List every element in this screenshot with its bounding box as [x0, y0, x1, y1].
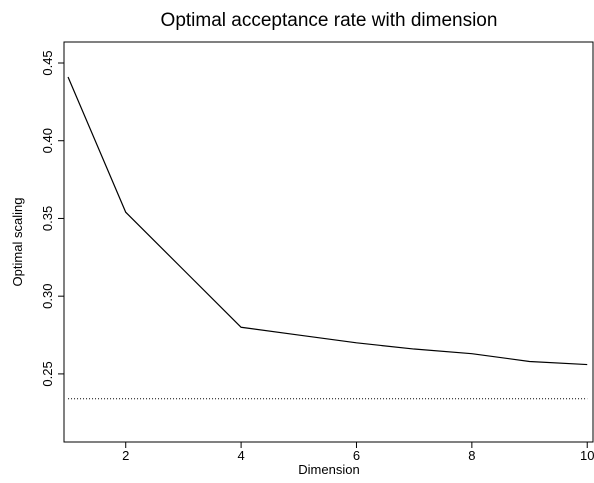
x-tick-label: 2: [122, 448, 129, 463]
chart-title: Optimal acceptance rate with dimension: [161, 10, 498, 31]
y-tick-label: 0.35: [40, 206, 55, 231]
y-tick-label: 0.25: [40, 361, 55, 386]
x-tick-label: 4: [237, 448, 244, 463]
data-line: [67, 76, 588, 366]
y-tick-label: 0.40: [40, 128, 55, 153]
y-tick-label: 0.45: [40, 50, 55, 75]
x-axis-label: Dimension: [298, 462, 359, 477]
x-tick-label: 6: [353, 448, 360, 463]
y-tick-label: 0.30: [40, 284, 55, 309]
plot-frame: [63, 41, 594, 443]
x-tick-label: 8: [468, 448, 475, 463]
x-tick-label: 10: [580, 448, 594, 463]
y-axis-label: Optimal scaling: [10, 198, 25, 287]
